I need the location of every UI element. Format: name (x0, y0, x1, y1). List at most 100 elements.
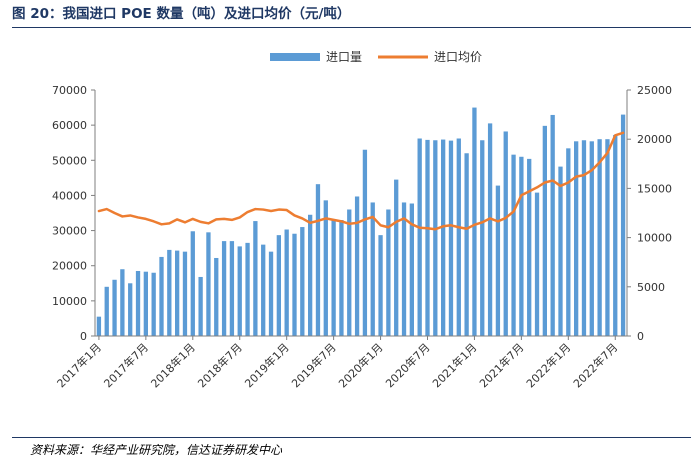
bar-2021-10 (542, 125, 547, 336)
bar-2021-12 (558, 166, 563, 336)
bar-2022-08 (620, 114, 626, 336)
right-tick-label: 10000 (637, 232, 672, 245)
bar-2020-12 (464, 153, 469, 336)
bar-2019-05 (315, 184, 321, 336)
x-tick-label: 2018年1月 (148, 340, 198, 390)
bar-2017-10 (167, 249, 172, 336)
bar-2021-07 (519, 156, 524, 336)
legend-swatch-bar (270, 53, 320, 61)
x-tick-label: 2018年7月 (195, 340, 245, 390)
x-tick-labels: 2017年1月2017年7月2018年1月2018年7月2019年1月2019年… (54, 336, 620, 390)
right-tick-label: 5000 (637, 281, 665, 294)
bar-2019-08 (339, 220, 344, 336)
bar-2019-03 (300, 227, 305, 336)
bar-2018-10 (261, 244, 266, 336)
bar-2020-09 (441, 139, 446, 336)
bar-2020-05 (409, 203, 414, 336)
bar-2022-04 (589, 141, 594, 336)
bar-series-group (96, 107, 626, 336)
bar-2021-04 (495, 185, 501, 336)
x-tick-label: 2017年1月 (54, 340, 104, 390)
x-tick-label: 2020年7月 (382, 340, 432, 390)
bar-2020-03 (394, 179, 399, 336)
x-tick-label: 2019年7月 (289, 340, 339, 390)
left-tick-label: 10000 (52, 295, 87, 308)
bar-2018-04 (214, 257, 219, 336)
left-tick-label: 40000 (52, 189, 87, 202)
bar-2018-03 (206, 232, 211, 336)
bar-2021-11 (550, 114, 555, 336)
bar-2018-12 (276, 235, 281, 336)
left-tick-label: 60000 (52, 119, 87, 132)
bar-2019-09 (347, 209, 352, 336)
combo-chart: 进口量 进口均价 01000020000300004000050000600007… (52, 50, 672, 390)
legend-label-bar: 进口量 (326, 50, 362, 64)
bar-2021-06 (511, 154, 516, 336)
axes-group: 0 10000 20000 30000 40000 50000 60000 70000 0 500… (52, 84, 672, 343)
chart-legend: 进口量 进口均价 (270, 50, 482, 64)
bar-2019-07 (331, 220, 336, 336)
bar-2017-06 (135, 270, 141, 336)
line-series-avg-price (97, 131, 625, 231)
bar-2020-11 (456, 138, 461, 336)
legend-label-line: 进口均价 (434, 50, 482, 64)
bar-2017-03 (112, 279, 117, 336)
right-tick-label: 20000 (637, 133, 672, 146)
bar-2020-07 (425, 139, 430, 336)
bar-2022-01 (566, 148, 571, 336)
bar-2022-06 (605, 139, 610, 336)
bar-2020-04 (401, 202, 407, 336)
bar-2021-08 (527, 158, 532, 336)
x-tick-label: 2021年1月 (429, 340, 479, 390)
x-tick-label: 2017年7月 (101, 340, 151, 390)
bar-2020-01 (378, 235, 383, 336)
line-series-group (97, 131, 625, 231)
bar-2017-09 (159, 256, 164, 336)
bar-2018-02 (198, 276, 203, 336)
bar-2022-07 (613, 134, 618, 336)
bar-2022-03 (581, 140, 587, 336)
bar-2019-11 (362, 149, 368, 336)
bar-2018-08 (245, 242, 250, 336)
right-tick-label: 15000 (637, 182, 672, 195)
x-tick-label: 2022年7月 (570, 340, 620, 390)
x-tick-label: 2019年1月 (242, 340, 292, 390)
bar-2018-05 (221, 241, 227, 336)
bar-2020-06 (417, 138, 422, 336)
left-tick-label: 30000 (52, 225, 87, 238)
left-tick-label: 50000 (52, 154, 87, 167)
bar-2017-12 (182, 251, 188, 336)
bar-2020-08 (433, 140, 438, 336)
bar-2017-08 (151, 272, 156, 336)
bar-2022-05 (597, 139, 602, 336)
bar-2020-10 (448, 140, 454, 336)
left-tick-label: 20000 (52, 260, 87, 273)
bar-2021-03 (487, 123, 493, 336)
bar-2017-02 (104, 286, 109, 336)
bar-2019-01 (284, 229, 289, 336)
bar-2019-12 (370, 202, 375, 336)
bar-2020-02 (386, 209, 391, 336)
bar-2019-04 (308, 214, 313, 336)
bar-2022-02 (574, 141, 579, 336)
x-tick-label: 2020年1月 (335, 340, 385, 390)
left-tick-label: 0 (80, 330, 87, 343)
x-tick-label: 2022年1月 (523, 340, 573, 390)
source-divider (12, 437, 691, 438)
bar-2018-06 (229, 241, 235, 336)
bar-2021-01 (472, 107, 477, 336)
right-tick-label: 25000 (637, 84, 672, 97)
bar-2018-07 (237, 246, 242, 336)
bar-2017-11 (175, 250, 180, 336)
left-tick-label: 70000 (52, 84, 87, 97)
bar-2017-04 (120, 269, 125, 336)
bar-2018-01 (190, 231, 195, 336)
title-bar: 图 20：我国进口 POE 数量（吨）及进口均价（元/吨） (12, 5, 691, 28)
bar-2017-07 (143, 271, 148, 336)
right-tick-label: 0 (637, 330, 644, 343)
x-tick-label: 2021年7月 (476, 340, 526, 390)
bar-2021-05 (503, 131, 508, 336)
figure-title: 图 20：我国进口 POE 数量（吨）及进口均价（元/吨） (12, 6, 351, 22)
bar-2019-10 (354, 196, 360, 336)
bar-2018-09 (253, 221, 258, 336)
